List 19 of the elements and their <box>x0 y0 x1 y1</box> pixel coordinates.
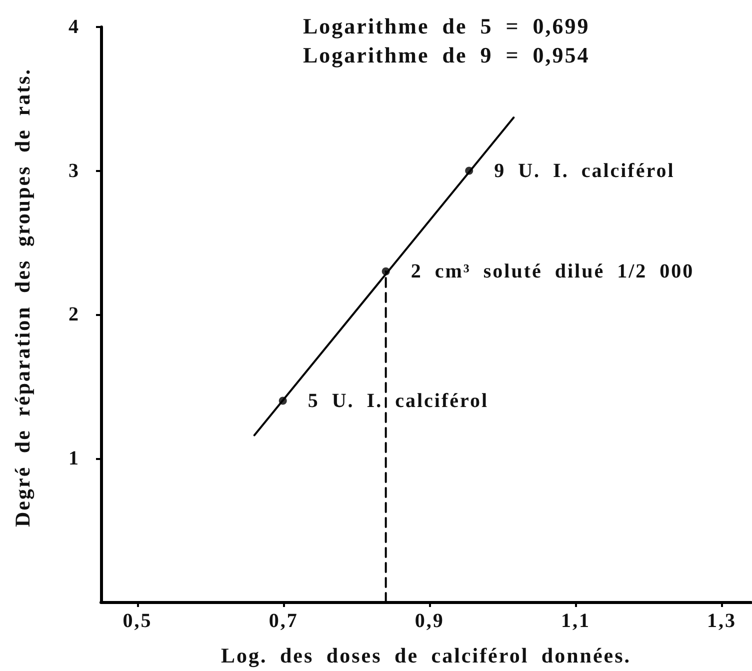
point <box>382 267 390 276</box>
annotation: 9 U. I. calciférol <box>494 160 675 182</box>
annotation: Logarithme de 9 = 0,954 <box>303 42 590 68</box>
x-tick-label: 0,9 <box>414 610 444 632</box>
annotation: 2 cm³ soluté dilué 1/2 000 <box>410 260 694 282</box>
y-tick-label: 2 <box>68 304 80 326</box>
y-tick-label: 4 <box>68 16 80 38</box>
annotation: Logarithme de 5 = 0,699 <box>303 14 590 38</box>
y-tick-label: 3 <box>68 160 80 182</box>
x-tick-label: 1,1 <box>560 610 590 632</box>
x-tick-label: 0,5 <box>122 610 152 632</box>
annotation: 5 U. I. calciférol <box>308 390 489 412</box>
y-tick-label: 1 <box>68 447 80 470</box>
x-axis-title: Log. des doses de calciférol données. <box>220 644 632 668</box>
x-tick-label: 1,3 <box>707 610 737 632</box>
y-axis-title: Degré de réparation des groupes de rats. <box>10 68 34 527</box>
x-tick-label: 0,7 <box>268 610 298 632</box>
point <box>465 166 474 175</box>
point <box>278 396 287 405</box>
